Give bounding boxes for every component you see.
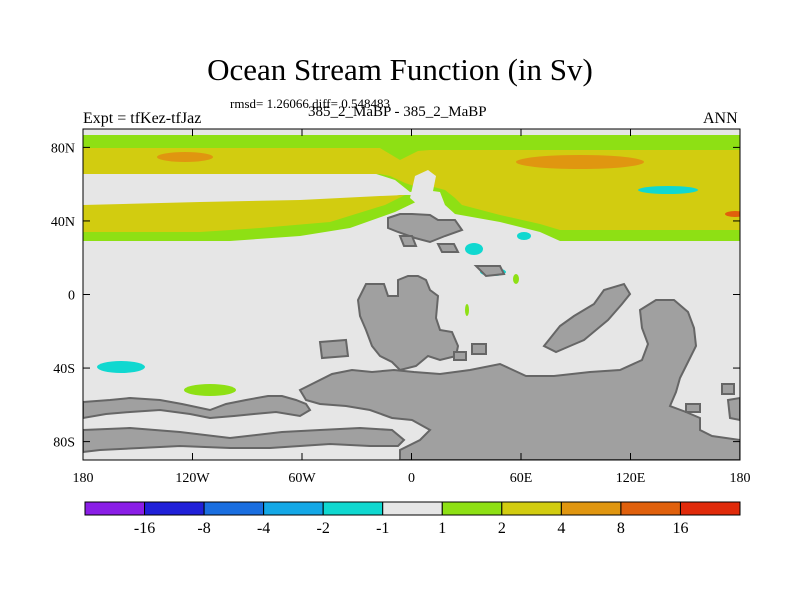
y-tick-label: 80N — [51, 141, 75, 156]
x-tick-label: 120E — [616, 471, 646, 486]
land-west-island — [318, 338, 350, 360]
colorbar-label: -1 — [376, 520, 389, 537]
land-fragment-2 — [436, 243, 460, 253]
y-tick-label: 80S — [53, 436, 75, 451]
land-fragment-1 — [398, 235, 418, 247]
colorbar-label: -4 — [257, 520, 270, 537]
colorbar-label: 16 — [672, 520, 688, 537]
land-south-west — [83, 395, 312, 420]
land-south-strip — [83, 426, 406, 454]
x-tick-label: 180 — [730, 471, 751, 486]
colorbar-swatch — [560, 501, 622, 516]
land-eastern — [298, 299, 740, 460]
colorbar-swatch — [144, 501, 205, 516]
colorbar-swatch — [84, 501, 146, 516]
x-tick-label: 60E — [510, 471, 533, 486]
orange-patch-east — [516, 155, 644, 169]
cyan-blob-1 — [517, 232, 531, 240]
colorbar-label: -16 — [134, 520, 155, 537]
y-tick-label: 40S — [53, 362, 75, 377]
x-tick-label: 0 — [408, 471, 415, 486]
x-tick-label: 120W — [175, 471, 210, 486]
colorbar-swatch — [501, 501, 562, 516]
land-east-bits — [685, 383, 740, 422]
cyan-blob-northeast — [638, 186, 698, 194]
north-gap-east — [410, 170, 436, 205]
land-fragment-3 — [473, 265, 506, 278]
colorbar-label: -8 — [197, 520, 210, 537]
chart-title: Ocean Stream Function (in Sv) — [207, 52, 593, 87]
colorbar-label: 4 — [557, 520, 565, 537]
x-tick-label: 60W — [288, 471, 316, 486]
green-dot-1 — [513, 274, 519, 284]
stats-line: rmsd= 1.26066 diff= 0.548483 — [230, 96, 390, 111]
colorbar-swatch — [679, 501, 741, 516]
experiment-label: Expt = tfKez-tfJaz — [83, 110, 202, 127]
chart-subtitle: 385_2_MaBP - 385_2_MaBP — [308, 104, 487, 120]
season-label: ANN — [703, 110, 738, 127]
x-axis: 180 120W 60W 0 60E 120E 180 — [73, 129, 751, 486]
green-patch-top — [385, 136, 445, 152]
map-field — [83, 129, 740, 460]
colorbar-swatch — [441, 501, 503, 516]
green-dot-2 — [465, 304, 469, 316]
cyan-blob-south — [97, 361, 145, 373]
orange-patch-west — [157, 152, 213, 162]
land-dot-1 — [453, 351, 467, 361]
colorbar-label: 2 — [498, 520, 506, 537]
colorbar-swatch — [382, 501, 443, 516]
y-tick-label: 0 — [68, 289, 75, 304]
north-band-4 — [83, 148, 740, 232]
colorbar-swatch — [322, 501, 384, 516]
colorbar-label: -2 — [317, 520, 330, 537]
land-africa — [356, 275, 460, 372]
north-gap — [83, 176, 235, 198]
colorbar-label: 1 — [438, 520, 446, 537]
x-tick-label: 180 — [73, 471, 94, 486]
y-tick-label: 40N — [51, 215, 75, 230]
land-dot-2 — [471, 343, 487, 355]
colorbar-swatch — [620, 501, 681, 516]
colorbar-swatch — [263, 501, 324, 516]
colorbar-label: 8 — [617, 520, 625, 537]
green-blob-south — [184, 384, 236, 396]
orange-patch-edge — [725, 211, 740, 217]
cyan-blob-2 — [465, 243, 483, 255]
colorbar-swatch — [203, 501, 265, 516]
land-australia — [542, 282, 632, 354]
y-axis: 80N 40N 0 40S 80S — [51, 141, 740, 451]
colorbar: -16 -8 -4 -2 -1 1 2 4 8 16 — [84, 501, 741, 537]
